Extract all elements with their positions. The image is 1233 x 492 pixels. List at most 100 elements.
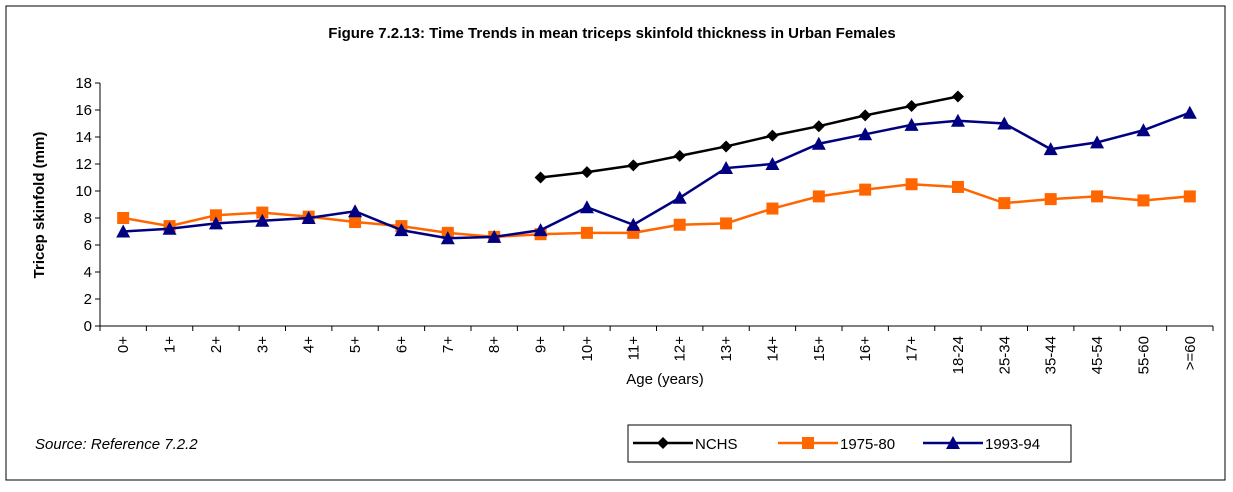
series-line <box>122 182 1190 239</box>
data-point <box>905 99 918 112</box>
data-point <box>116 224 131 238</box>
data-point <box>580 226 593 239</box>
data-point <box>1043 142 1058 156</box>
data-point <box>951 90 964 103</box>
x-tick-label: 45-54 <box>1089 336 1106 374</box>
x-tick-label: 1+ <box>162 336 179 353</box>
x-tick-label: 0+ <box>115 336 132 353</box>
data-point <box>720 217 733 230</box>
x-tick-label: 55-60 <box>1135 336 1152 374</box>
legend-label: 1993-94 <box>985 436 1040 453</box>
source-note: Source: Reference 7.2.2 <box>35 436 198 453</box>
x-tick-label: 5+ <box>347 336 364 353</box>
y-tick-label: 0 <box>84 318 92 335</box>
x-tick-label: 15+ <box>811 336 828 362</box>
legend-marker <box>802 437 814 449</box>
data-point <box>905 178 918 191</box>
chart-title: Figure 7.2.13: Time Trends in mean trice… <box>328 25 895 42</box>
y-tick-label: 12 <box>75 156 92 173</box>
data-point <box>209 209 222 222</box>
data-point <box>394 223 409 237</box>
data-point <box>487 229 502 243</box>
data-point <box>812 190 825 203</box>
x-tick-label: 16+ <box>857 336 874 362</box>
data-point <box>1182 105 1197 119</box>
x-tick-label: 17+ <box>904 336 921 362</box>
data-point <box>534 171 547 184</box>
data-point <box>1137 194 1150 207</box>
x-tick-label: 25-34 <box>996 336 1013 374</box>
legend-label: NCHS <box>695 436 738 453</box>
data-point <box>117 212 130 224</box>
data-point <box>1044 193 1057 206</box>
y-axis-title: Tricep skinfold (mm) <box>31 132 48 279</box>
legend-box <box>627 424 1072 463</box>
data-point <box>348 204 363 218</box>
y-tick-label: 4 <box>84 264 92 281</box>
x-tick-label: 7+ <box>440 336 457 353</box>
legend-marker <box>657 437 669 449</box>
x-tick-label: 14+ <box>764 336 781 362</box>
y-tick-label: 2 <box>84 291 92 308</box>
x-tick-label: 9+ <box>533 336 550 353</box>
legend-marker <box>946 436 960 449</box>
x-tick-label: 10+ <box>579 336 596 362</box>
data-point <box>440 231 455 245</box>
x-tick-label: 11+ <box>625 336 642 361</box>
data-point <box>256 206 269 219</box>
data-point <box>349 216 362 229</box>
legend-label: 1975-80 <box>840 436 895 453</box>
x-tick-label: >=60 <box>1182 336 1199 370</box>
data-point <box>672 190 687 204</box>
x-tick-label: 4+ <box>301 336 318 353</box>
data-point <box>208 216 223 230</box>
y-tick-label: 18 <box>75 75 92 92</box>
y-tick-label: 6 <box>84 237 92 254</box>
data-point <box>719 161 734 175</box>
data-point <box>951 180 964 193</box>
data-point <box>162 221 177 235</box>
x-axis-title: Age (years) <box>626 371 704 388</box>
data-point <box>673 218 686 231</box>
data-point <box>997 116 1012 130</box>
data-point <box>627 159 640 172</box>
data-point <box>720 140 733 153</box>
data-point <box>673 149 686 162</box>
data-point <box>765 157 780 170</box>
data-point <box>626 217 641 231</box>
data-point <box>904 117 919 131</box>
data-point <box>998 197 1011 210</box>
data-point <box>1091 190 1104 203</box>
data-point <box>950 113 965 127</box>
y-tick-label: 8 <box>84 210 92 227</box>
data-point <box>858 127 873 141</box>
data-point <box>580 166 593 179</box>
data-point <box>812 120 825 133</box>
data-point <box>579 200 594 214</box>
x-tick-label: 2+ <box>208 336 225 353</box>
data-point <box>1090 135 1105 149</box>
chart-border <box>5 5 1226 481</box>
x-tick-label: 35-44 <box>1043 336 1060 374</box>
data-point <box>1136 123 1151 137</box>
series-line <box>123 111 1191 240</box>
y-tick-label: 16 <box>75 102 92 119</box>
data-point <box>766 202 779 215</box>
x-tick-label: 3+ <box>254 336 271 353</box>
data-point <box>859 183 872 196</box>
data-point <box>859 109 872 122</box>
y-tick-label: 10 <box>75 183 92 200</box>
data-point <box>255 213 270 227</box>
data-point <box>766 129 779 142</box>
x-tick-label: 8+ <box>486 336 503 353</box>
x-tick-label: 12+ <box>672 336 689 362</box>
x-tick-label: 18-24 <box>950 336 967 374</box>
data-point <box>811 136 826 150</box>
y-tick-label: 14 <box>75 129 92 146</box>
data-point <box>533 223 548 237</box>
data-point <box>1183 190 1196 203</box>
x-tick-label: 13+ <box>718 336 735 362</box>
series-line <box>540 95 959 179</box>
data-point <box>301 211 316 224</box>
